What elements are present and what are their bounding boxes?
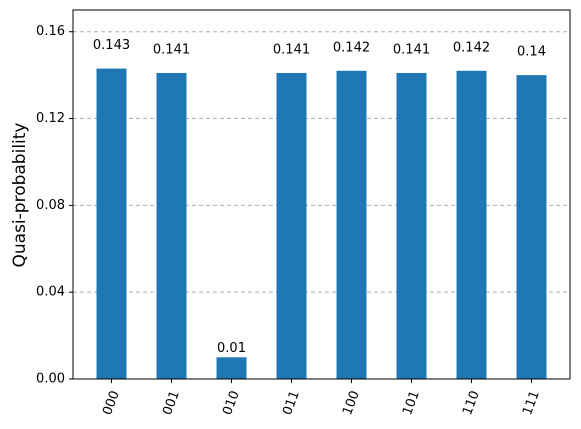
plot-frame <box>72 9 571 380</box>
x-tick-label: 010 <box>220 389 243 417</box>
x-tick-label: 011 <box>280 389 303 417</box>
value-label: 0.141 <box>393 42 430 57</box>
x-tick-label: 110 <box>460 389 483 417</box>
bar <box>516 75 547 379</box>
value-label: 0.142 <box>333 40 370 55</box>
value-label: 0.142 <box>453 40 490 55</box>
x-tick-label: 101 <box>400 389 423 417</box>
y-tick-label: 0.08 <box>36 198 65 213</box>
y-tick-label: 0.16 <box>36 24 65 39</box>
value-label: 0.141 <box>153 42 190 57</box>
x-tick-label: 001 <box>160 389 183 417</box>
bar <box>396 72 427 380</box>
x-tick-label: 100 <box>340 389 363 417</box>
y-tick-label: 0.12 <box>36 111 65 126</box>
x-tick-label: 111 <box>520 389 543 417</box>
bar <box>216 357 247 379</box>
value-label: 0.143 <box>93 38 130 53</box>
x-tick-label: 000 <box>100 389 123 417</box>
y-axis-label: Quasi-probability <box>10 123 30 268</box>
bar <box>156 72 187 380</box>
bar <box>96 68 127 379</box>
value-label: 0.141 <box>273 42 310 57</box>
bar <box>336 70 367 379</box>
value-label: 0.14 <box>517 45 546 60</box>
bar <box>276 72 307 380</box>
value-label: 0.01 <box>217 341 246 356</box>
y-tick-label: 0.00 <box>36 372 65 387</box>
y-tick-label: 0.04 <box>36 285 65 300</box>
bar <box>456 70 487 379</box>
